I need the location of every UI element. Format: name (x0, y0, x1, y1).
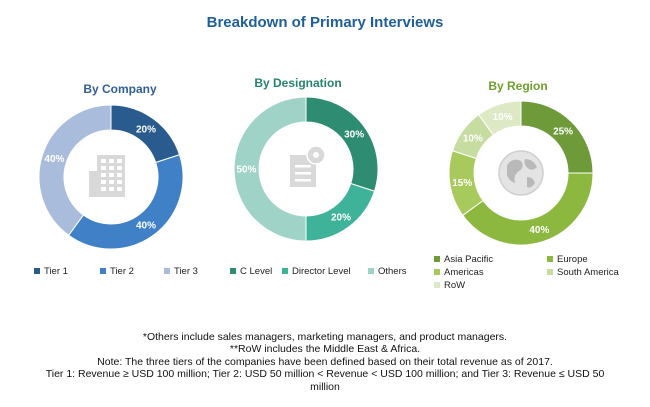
chart-title-designation: By Designation (254, 76, 342, 90)
slice-label: 40% (136, 221, 156, 232)
slice-tier-2 (67, 154, 184, 250)
slice-row (477, 100, 522, 136)
donut-charts: 20% 40% 40% 30% 20% 50% 25% 40% 15% 10% 10% (38, 96, 594, 250)
legend-item-tier-1: Tier 1 (34, 266, 68, 277)
slice-label: 20% (331, 213, 351, 224)
slice-label: 15% (452, 178, 472, 189)
page-title: Breakdown of Primary Interviews (206, 14, 444, 31)
slice-label: 50% (236, 165, 256, 176)
slice-label: 40% (529, 225, 549, 236)
legend-label: Tier 2 (110, 266, 134, 277)
legend-item-c-level: C Level (230, 266, 272, 277)
legend-swatch (434, 269, 440, 276)
legend-label: Tier 1 (44, 266, 68, 277)
footnote-note: Note: The three tiers of the companies h… (97, 355, 553, 368)
legend-item-europe: Europe (547, 254, 588, 265)
slice-tier-3 (38, 104, 112, 236)
donut-0: 20% 40% 40% (38, 104, 184, 250)
legend-label: Asia Pacific (444, 254, 494, 265)
legend-item-tier-2: Tier 2 (100, 266, 134, 277)
chart-title-region: By Region (488, 79, 548, 93)
legend-item-director-level: Director Level (282, 266, 351, 277)
legend-label: Others (378, 266, 407, 277)
legend-swatch (34, 268, 40, 275)
footnote-tiers-cont: million (310, 380, 340, 393)
footnotes: *Others include sales managers, marketin… (0, 331, 650, 393)
legend-item-row: RoW (434, 280, 465, 291)
legend-label: South America (557, 267, 619, 278)
legend-swatch (547, 256, 553, 263)
footnote-row: **RoW includes the Middle East & Africa. (229, 343, 421, 356)
donut-1: 30% 20% 50% (233, 96, 379, 242)
legend-label: Director Level (292, 266, 351, 277)
legend-swatch (100, 268, 106, 275)
building-icon (89, 155, 125, 197)
slice-label: 30% (344, 130, 364, 141)
legend-label: RoW (444, 280, 466, 291)
footnote-tiers: Tier 1: Revenue ≥ USD 100 million; Tier … (45, 368, 605, 381)
slice-label: 25% (553, 126, 573, 137)
legend-label: Europe (557, 254, 588, 265)
legend-label: Tier 3 (174, 266, 198, 277)
globe-icon (498, 150, 544, 196)
legend-swatch (230, 268, 236, 275)
legend-item-asia-pacific: Asia Pacific (434, 254, 493, 265)
slice-label: 40% (44, 154, 64, 165)
legend-swatch (547, 269, 553, 276)
legend-label: Americas (444, 267, 484, 278)
slice-others (233, 96, 307, 242)
legend-swatch (282, 268, 288, 275)
legend-swatch (164, 268, 170, 275)
slice-label: 10% (493, 112, 513, 123)
slice-label: 20% (136, 124, 156, 135)
document-gear-icon (290, 145, 326, 187)
legend-swatch (434, 282, 440, 289)
legend-swatch (368, 268, 374, 275)
legend-item-others: Others (368, 266, 407, 277)
slice-europe (462, 172, 594, 246)
slice-label: 10% (463, 134, 483, 145)
donut-2: 25% 40% 15% 10% 10% (448, 100, 594, 246)
legend-item-tier-3: Tier 3 (164, 266, 198, 277)
legend-label: C Level (240, 266, 273, 277)
chart-title-company: By Company (83, 82, 157, 96)
legend-item-south-america: South America (547, 267, 619, 278)
legend-item-americas: Americas (434, 267, 484, 278)
legend-swatch (434, 256, 440, 263)
footnote-others: *Others include sales managers, marketin… (142, 331, 508, 343)
